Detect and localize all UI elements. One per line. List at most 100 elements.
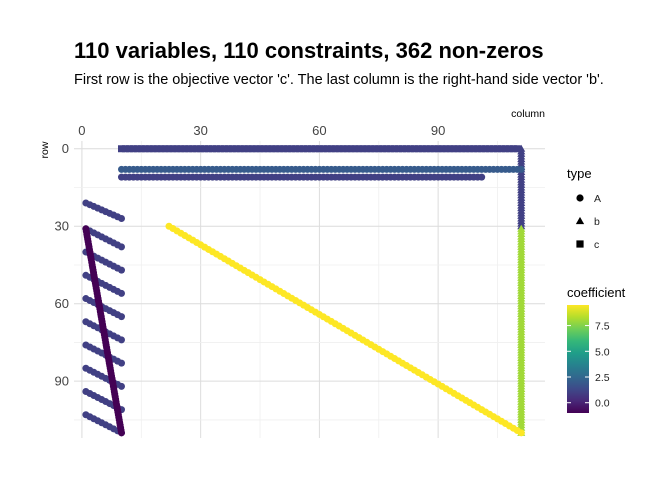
data-point-c (410, 145, 418, 153)
data-point-c (466, 145, 474, 153)
data-point-c (478, 145, 486, 153)
data-point-c (446, 145, 454, 153)
data-point-a (117, 429, 125, 437)
data-point-c (169, 145, 177, 153)
data-point-c (248, 145, 256, 153)
data-point-c (458, 145, 466, 153)
data-point-c (494, 145, 502, 153)
data-point-a (117, 214, 125, 222)
data-point-c (375, 145, 383, 153)
type-legend-title: type (567, 166, 592, 181)
colorbar (567, 305, 589, 413)
data-point-c (149, 145, 157, 153)
data-point-c (205, 145, 213, 153)
data-point-c (490, 145, 498, 153)
data-point-c (331, 145, 339, 153)
type-legend: type Abc (567, 166, 601, 251)
data-point-c (379, 145, 387, 153)
data-point-c (323, 145, 331, 153)
data-point-c (189, 145, 197, 153)
data-point-c (300, 145, 308, 153)
data-point-c (474, 145, 482, 153)
data-point-c (470, 145, 478, 153)
data-point-c (133, 145, 141, 153)
data-point-c (272, 145, 280, 153)
data-point-c (224, 145, 232, 153)
data-point-a (117, 382, 125, 390)
data-point-c (209, 145, 217, 153)
colorbar-tick-label: 0.0 (595, 398, 610, 410)
y-tick-label: 90 (55, 374, 69, 389)
y-tick-label: 60 (55, 296, 69, 311)
data-point-c (240, 145, 248, 153)
y-tick-label: 30 (55, 219, 69, 234)
data-point-c (442, 145, 450, 153)
data-point-c (252, 145, 260, 153)
data-point-c (197, 145, 205, 153)
data-point-c (137, 145, 145, 153)
data-point-c (430, 145, 438, 153)
data-point-c (121, 145, 129, 153)
data-point-c (391, 145, 399, 153)
data-point-c (387, 145, 395, 153)
data-point-c (335, 145, 343, 153)
x-axis-label: column (511, 108, 545, 120)
data-point-c (395, 145, 403, 153)
data-point-c (363, 145, 371, 153)
data-point-a (117, 266, 125, 274)
data-point-c (141, 145, 149, 153)
chart-title: 110 variables, 110 constraints, 362 non-… (74, 38, 544, 63)
data-point-c (482, 145, 490, 153)
data-point-c (153, 145, 161, 153)
data-point-c (351, 145, 359, 153)
data-point-c (355, 145, 363, 153)
x-tick-label: 30 (193, 123, 207, 138)
data-point-c (434, 145, 442, 153)
data-point-c (359, 145, 367, 153)
data-point-c (347, 145, 355, 153)
data-point-c (145, 145, 153, 153)
data-point-c (256, 145, 264, 153)
data-point-c (311, 145, 319, 153)
data-point-c (505, 145, 513, 153)
data-point-c (501, 145, 509, 153)
data-point-a (117, 289, 125, 297)
data-point-c (268, 145, 276, 153)
coefficient-legend-title: coefficient (567, 285, 626, 300)
data-point-c (438, 145, 446, 153)
grid-lines (74, 141, 545, 438)
data-point-a (117, 243, 125, 251)
data-point-c (343, 145, 351, 153)
data-point-c (161, 145, 169, 153)
data-point-c (383, 145, 391, 153)
data-point-c (450, 145, 458, 153)
chart-subtitle: First row is the objective vector 'c'. T… (74, 72, 604, 88)
data-point-c (399, 145, 407, 153)
data-point-c (232, 145, 240, 153)
data-point-c (402, 145, 410, 153)
colorbar-tick-label: 2.5 (595, 372, 610, 384)
data-point-c (292, 145, 300, 153)
data-point-c (414, 145, 422, 153)
x-tick-label: 0 (78, 123, 85, 138)
legend-label: b (594, 216, 600, 228)
data-point-c (185, 145, 193, 153)
data-point-c (319, 145, 327, 153)
data-point-c (181, 145, 189, 153)
data-point-c (304, 145, 312, 153)
data-point-c (173, 145, 181, 153)
legend-key-circle (576, 194, 584, 202)
data-point-c (418, 145, 426, 153)
data-point-c (509, 145, 517, 153)
data-point-c (129, 145, 137, 153)
data-point-c (339, 145, 347, 153)
y-tick-labels: 0 30 60 90 (55, 141, 69, 388)
data-point-c (280, 145, 288, 153)
x-tick-label: 90 (431, 123, 445, 138)
data-point-c (276, 145, 284, 153)
data-points (82, 144, 526, 437)
data-point-c (157, 145, 165, 153)
y-tick-label: 0 (62, 141, 69, 156)
data-point-c (212, 145, 220, 153)
x-tick-label: 60 (312, 123, 326, 138)
